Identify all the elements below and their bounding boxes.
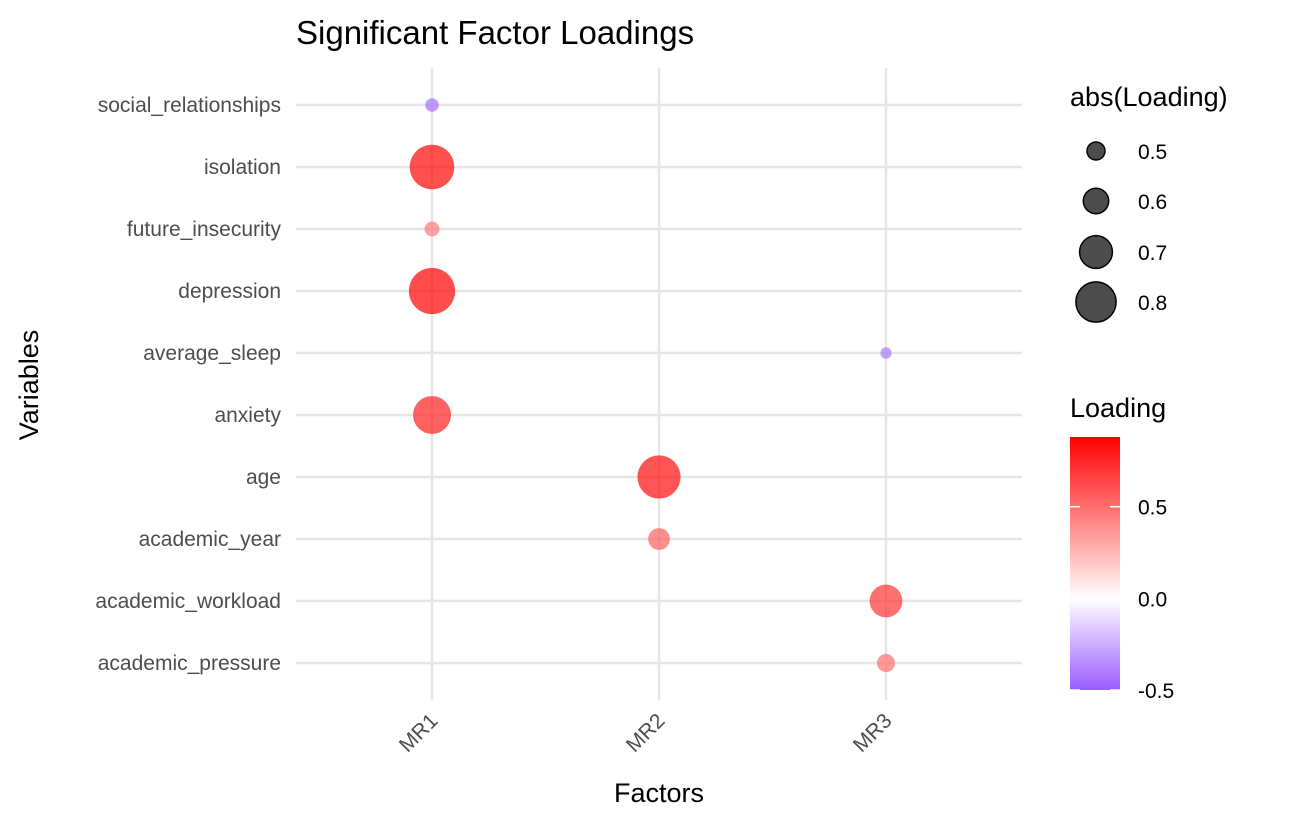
size-legend-label: 0.5 — [1138, 141, 1167, 164]
point-academic_workload — [869, 584, 903, 618]
y-tick-label: depression — [178, 280, 281, 303]
size-legend: abs(Loading) 0.5 0.6 0.7 0.8 — [1070, 82, 1228, 323]
chart-title: Significant Factor Loadings — [296, 14, 694, 51]
size-legend-key — [1082, 187, 1110, 215]
y-tick-label: age — [246, 466, 281, 489]
color-legend-label: -0.5 — [1138, 680, 1174, 703]
y-tick-label: academic_pressure — [98, 652, 281, 675]
y-tick-label: anxiety — [214, 404, 281, 427]
size-legend-label: 0.6 — [1138, 191, 1167, 214]
color-legend-label: 0.0 — [1138, 588, 1167, 611]
y-tick-label: average_sleep — [143, 342, 281, 365]
y-tick-label: future_insecurity — [127, 218, 282, 241]
y-tick-label: academic_workload — [95, 590, 281, 613]
size-legend-label: 0.7 — [1138, 242, 1167, 265]
x-tick-label: MR1 — [395, 709, 443, 757]
x-tick-labels: MR1 MR2 MR3 — [395, 709, 897, 757]
size-legend-key — [1086, 141, 1106, 161]
y-tick-labels: academic_pressure academic_workload academ… — [95, 94, 281, 675]
y-tick-label: social_relationships — [98, 94, 281, 117]
grid — [296, 68, 1022, 700]
x-tick-label: MR2 — [622, 709, 670, 757]
point-isolation — [409, 144, 455, 190]
size-legend-key — [1075, 281, 1117, 323]
color-bar — [1070, 437, 1120, 690]
point-academic_pressure — [877, 654, 895, 672]
x-axis-title: Factors — [614, 778, 704, 808]
x-tick-label: MR3 — [849, 709, 897, 757]
color-legend-title: Loading — [1070, 393, 1166, 423]
point-future_insecurity — [424, 221, 440, 237]
point-average_sleep — [880, 347, 892, 359]
points — [408, 98, 903, 672]
point-academic_year — [648, 528, 670, 550]
size-legend-label: 0.8 — [1138, 292, 1167, 315]
point-age — [637, 455, 681, 499]
color-legend: Loading -0.5 0.0 0.5 — [1070, 393, 1174, 703]
y-tick-label: isolation — [204, 156, 281, 179]
size-legend-title: abs(Loading) — [1070, 82, 1228, 112]
point-anxiety — [413, 396, 451, 434]
y-axis-title: Variables — [14, 330, 44, 441]
size-legend-key — [1078, 234, 1114, 270]
color-legend-label: 0.5 — [1138, 497, 1167, 520]
point-social_relationships — [425, 98, 439, 112]
point-depression — [408, 267, 456, 315]
y-tick-label: academic_year — [139, 528, 281, 551]
